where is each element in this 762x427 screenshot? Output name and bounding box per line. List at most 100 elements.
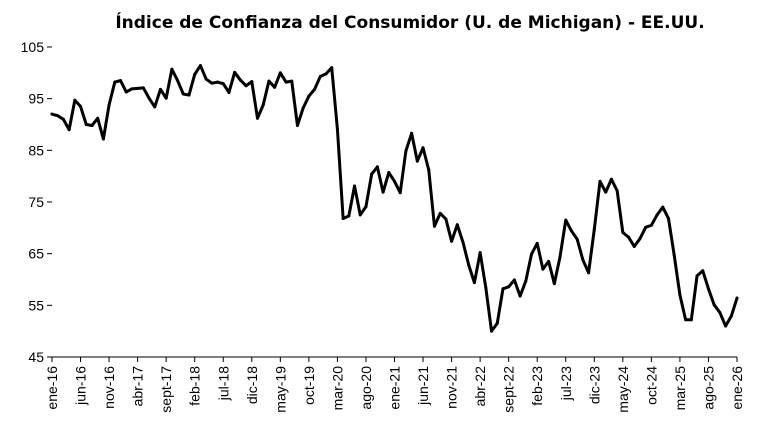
y-axis: 45 55 65 75 85 95 105 bbox=[21, 39, 52, 365]
data-point bbox=[427, 168, 431, 172]
x-tick-label: jun-21 bbox=[415, 366, 431, 406]
data-point bbox=[649, 223, 653, 227]
x-tick-label: dic-18 bbox=[244, 366, 260, 404]
data-point bbox=[712, 303, 716, 307]
data-point bbox=[655, 213, 659, 217]
data-point bbox=[290, 79, 294, 83]
data-point bbox=[467, 263, 471, 267]
x-axis: ene-16 jun-16 nov-16 abr-17 sept-17 feb-18 jul… bbox=[44, 357, 745, 413]
data-point bbox=[672, 253, 676, 257]
x-tick-label: feb-23 bbox=[529, 366, 545, 406]
data-point bbox=[273, 85, 277, 89]
data-point bbox=[136, 86, 140, 90]
data-point bbox=[564, 218, 568, 222]
data-point bbox=[79, 104, 83, 108]
data-point bbox=[250, 80, 254, 84]
data-point bbox=[301, 106, 305, 110]
y-tick-label: 105 bbox=[21, 39, 45, 55]
data-point bbox=[153, 105, 157, 109]
chart-title: Índice de Confianza del Consumidor (U. d… bbox=[115, 11, 704, 33]
data-point bbox=[518, 294, 522, 298]
data-point bbox=[735, 296, 739, 300]
data-point bbox=[307, 94, 311, 98]
data-point bbox=[444, 217, 448, 221]
data-point bbox=[335, 127, 339, 131]
x-tick-label: ene-26 bbox=[729, 366, 745, 410]
data-point bbox=[684, 318, 688, 322]
data-point bbox=[415, 159, 419, 163]
x-tick-label: sept-17 bbox=[158, 366, 174, 413]
data-point bbox=[609, 177, 613, 181]
data-point bbox=[353, 184, 357, 188]
data-point bbox=[667, 217, 670, 221]
data-point bbox=[210, 81, 214, 85]
data-point bbox=[729, 314, 733, 318]
data-point bbox=[261, 103, 265, 107]
data-point bbox=[569, 229, 573, 233]
data-point bbox=[627, 235, 631, 239]
data-point bbox=[421, 146, 425, 150]
data-point bbox=[501, 287, 505, 291]
data-point bbox=[535, 241, 539, 245]
x-tick-label: abr-22 bbox=[472, 366, 488, 407]
data-point bbox=[221, 82, 225, 86]
x-tick-label: sept-22 bbox=[501, 366, 517, 413]
data-point bbox=[644, 225, 648, 229]
y-tick-label: 75 bbox=[28, 194, 44, 210]
x-tick-label: jun-16 bbox=[73, 366, 89, 406]
data-point bbox=[398, 191, 402, 195]
x-tick-label: abr-17 bbox=[130, 366, 146, 407]
x-tick-label: mar-25 bbox=[672, 366, 688, 411]
data-point bbox=[318, 74, 322, 78]
data-point bbox=[61, 117, 65, 121]
data-point bbox=[632, 244, 636, 248]
data-point bbox=[278, 71, 282, 75]
data-point bbox=[181, 92, 185, 96]
data-point bbox=[124, 90, 128, 94]
x-tick-label: may-24 bbox=[615, 366, 631, 413]
data-point bbox=[256, 116, 259, 120]
data-point bbox=[490, 329, 494, 333]
x-tick-label: ene-16 bbox=[44, 366, 60, 410]
data-point bbox=[558, 255, 562, 259]
data-point bbox=[689, 318, 693, 322]
data-point bbox=[695, 274, 699, 278]
data-point bbox=[450, 239, 454, 243]
y-tick-label: 65 bbox=[28, 246, 44, 262]
data-point bbox=[484, 286, 488, 290]
data-point bbox=[541, 267, 545, 271]
data-point bbox=[193, 72, 197, 76]
data-point bbox=[358, 213, 362, 217]
data-point bbox=[547, 259, 551, 263]
x-tick-label: mar-20 bbox=[329, 366, 345, 411]
data-point bbox=[216, 80, 220, 84]
x-tick-label: oct-19 bbox=[301, 366, 317, 405]
x-tick-label: nov-21 bbox=[444, 366, 460, 409]
data-point bbox=[621, 230, 625, 234]
data-point bbox=[375, 165, 379, 169]
data-point bbox=[507, 285, 511, 289]
data-point bbox=[678, 293, 682, 297]
data-point bbox=[198, 64, 202, 68]
data-point bbox=[244, 84, 248, 88]
x-tick-label: ene-21 bbox=[387, 366, 403, 410]
series-group bbox=[50, 64, 739, 333]
data-point bbox=[478, 251, 482, 255]
data-point bbox=[381, 190, 385, 194]
data-point bbox=[472, 281, 476, 285]
data-point bbox=[170, 67, 174, 71]
data-point bbox=[101, 137, 105, 141]
data-point bbox=[164, 96, 168, 100]
data-point bbox=[56, 114, 60, 118]
data-point bbox=[158, 87, 162, 91]
data-point bbox=[387, 171, 391, 175]
data-point bbox=[404, 149, 408, 153]
x-tick-label: jul-18 bbox=[215, 366, 231, 401]
data-point bbox=[187, 93, 191, 97]
data-point bbox=[370, 172, 374, 176]
data-point bbox=[347, 214, 351, 218]
data-point bbox=[598, 179, 602, 183]
data-point bbox=[524, 279, 528, 283]
